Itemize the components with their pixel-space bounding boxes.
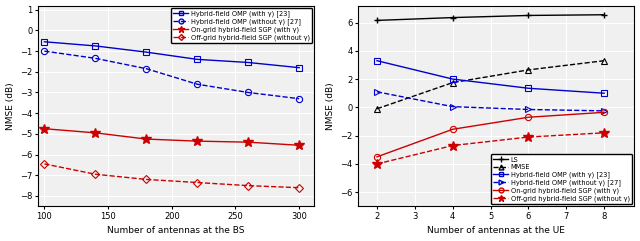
X-axis label: Number of antennas at the UE: Number of antennas at the UE [428, 227, 565, 235]
Y-axis label: NMSE (dB): NMSE (dB) [6, 82, 15, 130]
Legend: Hybrid-field OMP (with γ) [23], Hybrid-field OMP (without γ) [27], On-grid hybri: Hybrid-field OMP (with γ) [23], Hybrid-f… [171, 7, 312, 43]
X-axis label: Number of antennas at the BS: Number of antennas at the BS [108, 227, 245, 235]
Legend: LS, MMSE, Hybrid-field OMP (with γ) [23], Hybrid-field OMP (without γ) [27], On-: LS, MMSE, Hybrid-field OMP (with γ) [23]… [491, 154, 632, 204]
Y-axis label: NMSE (dB): NMSE (dB) [326, 82, 335, 130]
